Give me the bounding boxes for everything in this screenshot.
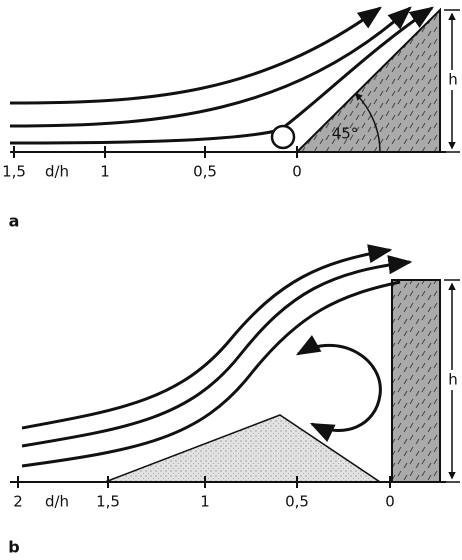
- axis-unit: d/h: [45, 163, 69, 181]
- vortex: [295, 334, 382, 443]
- wall: [391, 279, 441, 483]
- tick-label: 0,5: [193, 163, 217, 181]
- streamline: [21, 244, 393, 430]
- label-bg: [446, 70, 460, 90]
- vortex: [270, 124, 296, 150]
- streamline: [9, 6, 412, 128]
- streamline: [21, 280, 401, 468]
- wedge: [294, 7, 441, 153]
- tick-label: 0,5: [285, 493, 309, 511]
- panel-label: b: [8, 538, 19, 557]
- panel-a: h 45° 1,5 d/h 1 0,5 0 a: [2, 6, 460, 231]
- label-bg: [446, 370, 460, 390]
- tick-label: 0: [292, 163, 302, 181]
- ticks: [17, 476, 391, 488]
- panel-label: a: [9, 212, 20, 231]
- streamline: [21, 255, 413, 448]
- tick-label: 2: [13, 493, 23, 511]
- tick-label: 1: [100, 163, 110, 181]
- panel-b: h 2 d/h 1,5 1 0,5 0 b: [8, 244, 460, 557]
- streamline: [9, 6, 382, 105]
- tick-label: 1: [200, 493, 210, 511]
- dune: [104, 414, 383, 483]
- tick-label: 1,5: [96, 493, 120, 511]
- height-label: h: [448, 371, 458, 389]
- axis-unit: d/h: [45, 493, 69, 511]
- ticks: [13, 146, 298, 158]
- height-label: h: [448, 71, 458, 89]
- tick-label: 0: [385, 493, 395, 511]
- angle-label: 45°: [332, 125, 359, 143]
- angle-arc: [354, 92, 381, 153]
- tick-label: 1,5: [2, 163, 26, 181]
